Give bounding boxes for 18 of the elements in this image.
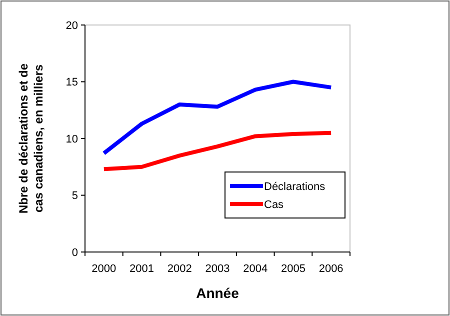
- line-series: [102, 80, 334, 156]
- x-tick-label: 2006: [318, 263, 344, 275]
- x-tick-label: 2002: [167, 263, 192, 275]
- x-tick-label: 2001: [130, 263, 154, 275]
- x-axis-title: Année: [196, 285, 240, 301]
- y-tick-label: 5: [72, 190, 78, 202]
- line-series: [102, 130, 334, 172]
- x-tick-label: 2003: [205, 263, 230, 275]
- x-tick-label: 2004: [243, 263, 268, 275]
- y-tick-label: 0: [72, 246, 78, 259]
- x-tick-label: 2005: [280, 263, 306, 275]
- x-tick-label: 2000: [92, 263, 116, 275]
- y-axis-title: Nbre de déclarations et de cas canadiens, en milliers: [16, 63, 46, 214]
- y-tick-label: 15: [66, 76, 78, 89]
- legend-label: Cas: [264, 198, 284, 211]
- y-tick-label: 10: [66, 133, 78, 146]
- legend-label: Déclarations: [264, 180, 326, 193]
- y-tick-label: 20: [66, 20, 78, 32]
